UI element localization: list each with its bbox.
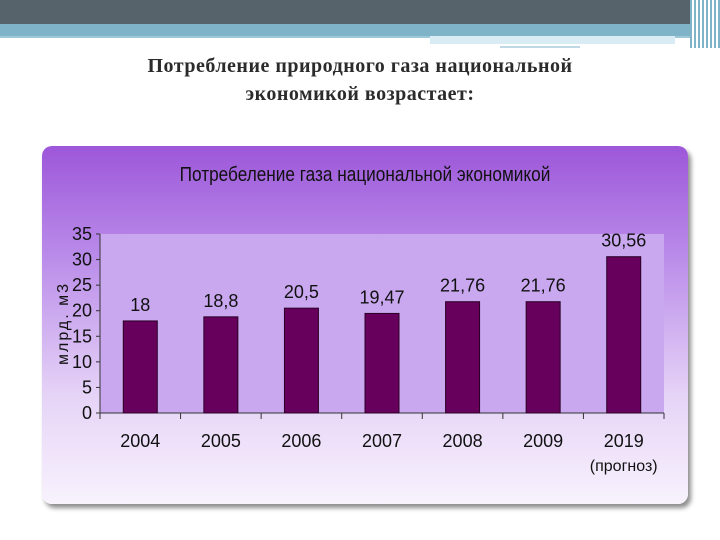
- slide-title-line-1: Потребление природного газа национальной: [147, 55, 573, 77]
- banner-dark-strip: [0, 0, 720, 24]
- banner-light-block: [430, 36, 675, 44]
- y-tick-label: 15: [72, 326, 92, 346]
- banner-stripes: [690, 0, 720, 48]
- x-category-label: 2009: [523, 431, 563, 451]
- bar: [122, 320, 158, 414]
- x-category-label: 2004: [120, 431, 160, 451]
- data-label: 19,47: [359, 287, 404, 307]
- x-category-label: 2019: [604, 431, 644, 451]
- data-label: 20,5: [284, 282, 319, 302]
- y-tick-label: 20: [72, 301, 92, 321]
- banner-thin-line: [500, 46, 580, 48]
- y-tick-label: 35: [72, 224, 92, 244]
- banner-line: [0, 36, 690, 38]
- y-tick-label: 0: [82, 403, 92, 423]
- y-tick-label: 10: [72, 352, 92, 372]
- bar: [525, 301, 561, 414]
- data-label: 21,76: [440, 276, 485, 296]
- banner-teal-strip: [0, 24, 720, 36]
- bar: [364, 312, 400, 414]
- y-axis-label: млрд. м3: [55, 282, 72, 365]
- x-category-label: 2005: [201, 431, 241, 451]
- top-banner: [0, 0, 720, 50]
- y-tick-label: 25: [72, 275, 92, 295]
- data-label: 30,56: [601, 231, 646, 251]
- x-category-label: 2006: [281, 431, 321, 451]
- bar: [283, 307, 319, 414]
- bar: [203, 316, 239, 414]
- y-tick-label: 5: [82, 377, 92, 397]
- x-category-label: 2008: [443, 431, 483, 451]
- bar-chart: 0 5 10 15 20 25 30 35 млрд. м3 18 2004 18,8 2005 20,5…: [55, 224, 665, 475]
- data-label: 18,8: [203, 291, 238, 311]
- chart-frame: Потребеление газа национальной экономико…: [42, 146, 688, 504]
- bar: [606, 256, 642, 414]
- slide-title: Потребление природного газа национальной…: [60, 52, 660, 108]
- x-category-sublabel: (прогноз): [590, 458, 658, 475]
- data-label: 21,76: [521, 276, 566, 296]
- slide-title-line-2: экономикой возрастает:: [245, 83, 475, 105]
- chart-title: Потребеление газа национальной экономико…: [179, 164, 551, 186]
- x-category-label: 2007: [362, 431, 402, 451]
- data-label: 18: [130, 295, 150, 315]
- bar: [445, 301, 481, 414]
- y-tick-label: 30: [72, 250, 92, 270]
